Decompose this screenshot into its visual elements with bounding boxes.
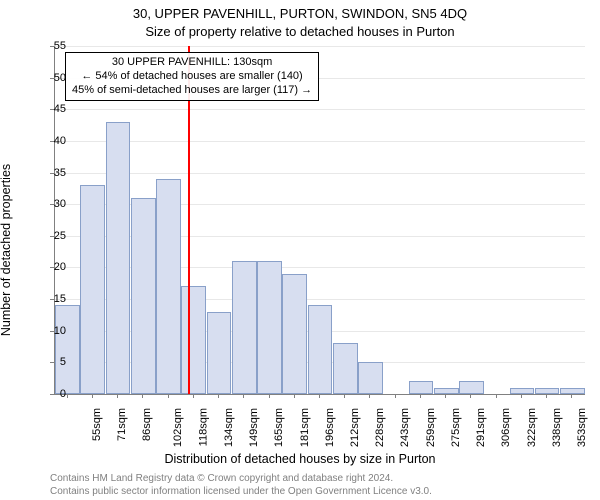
x-tick-mark (67, 394, 68, 398)
x-tick-mark (142, 394, 143, 398)
x-tick-label: 212sqm (349, 408, 361, 447)
x-tick-mark (369, 394, 370, 398)
histogram-bar (510, 388, 535, 394)
gridline (55, 109, 585, 110)
y-tick-mark (50, 394, 54, 395)
x-tick-mark (294, 394, 295, 398)
histogram-bar (207, 312, 232, 394)
x-tick-label: 322sqm (526, 408, 538, 447)
x-tick-label: 71sqm (116, 408, 128, 441)
x-tick-label: 228sqm (374, 408, 386, 447)
histogram-bar (156, 179, 181, 394)
histogram-bar (131, 198, 156, 394)
footer-attribution: Contains HM Land Registry data © Crown c… (50, 473, 432, 498)
chart-title-sub: Size of property relative to detached ho… (0, 24, 600, 39)
x-tick-label: 353sqm (576, 408, 588, 447)
footer-line-2: Contains public sector information licen… (50, 486, 432, 499)
annotation-line-2: ← 54% of detached houses are smaller (14… (72, 70, 312, 84)
annotation-line-1: 30 UPPER PAVENHILL: 130sqm (72, 56, 312, 70)
y-tick-mark (50, 78, 54, 79)
x-tick-mark (193, 394, 194, 398)
x-tick-mark (92, 394, 93, 398)
y-tick-mark (50, 204, 54, 205)
property-size-histogram: 30, UPPER PAVENHILL, PURTON, SWINDON, SN… (0, 0, 600, 500)
histogram-bar (55, 305, 80, 394)
x-tick-label: 102sqm (172, 408, 184, 447)
x-tick-label: 149sqm (248, 408, 260, 447)
x-tick-mark (445, 394, 446, 398)
x-tick-mark (420, 394, 421, 398)
x-tick-label: 134sqm (223, 408, 235, 447)
gridline (55, 46, 585, 47)
annotation-line-3: 45% of semi-detached houses are larger (… (72, 84, 312, 98)
y-tick-mark (50, 109, 54, 110)
y-tick-mark (50, 299, 54, 300)
histogram-bar (459, 381, 484, 394)
x-tick-mark (470, 394, 471, 398)
x-tick-label: 291sqm (475, 408, 487, 447)
x-tick-mark (496, 394, 497, 398)
histogram-bar (232, 261, 257, 394)
x-tick-label: 55sqm (91, 408, 103, 441)
x-tick-label: 181sqm (299, 408, 311, 447)
x-tick-label: 86sqm (141, 408, 153, 441)
gridline (55, 141, 585, 142)
histogram-bar (80, 185, 105, 394)
x-tick-mark (269, 394, 270, 398)
x-tick-label: 259sqm (425, 408, 437, 447)
x-tick-mark (117, 394, 118, 398)
y-axis-label: Number of detached properties (0, 164, 13, 336)
histogram-bar (308, 305, 333, 394)
y-tick-mark (50, 173, 54, 174)
histogram-bar (333, 343, 358, 394)
y-tick-mark (50, 331, 54, 332)
x-tick-label: 306sqm (501, 408, 513, 447)
y-tick-mark (50, 141, 54, 142)
x-tick-mark (218, 394, 219, 398)
y-tick-mark (50, 46, 54, 47)
y-tick-mark (50, 236, 54, 237)
x-tick-label: 165sqm (273, 408, 285, 447)
y-tick-mark (50, 362, 54, 363)
gridline (55, 173, 585, 174)
x-tick-mark (395, 394, 396, 398)
histogram-bar (409, 381, 434, 394)
x-tick-mark (546, 394, 547, 398)
x-axis-label: Distribution of detached houses by size … (0, 452, 600, 466)
x-tick-mark (344, 394, 345, 398)
footer-line-1: Contains HM Land Registry data © Crown c… (50, 473, 432, 486)
x-tick-label: 243sqm (400, 408, 412, 447)
x-tick-mark (168, 394, 169, 398)
annotation-box: 30 UPPER PAVENHILL: 130sqm ← 54% of deta… (65, 52, 319, 101)
histogram-bar (282, 274, 307, 394)
x-tick-mark (521, 394, 522, 398)
histogram-bar (358, 362, 383, 394)
histogram-bar (106, 122, 131, 394)
y-tick-mark (50, 267, 54, 268)
histogram-bar (257, 261, 282, 394)
plot-area: 30 UPPER PAVENHILL: 130sqm ← 54% of deta… (54, 46, 585, 395)
x-tick-label: 196sqm (324, 408, 336, 447)
x-tick-label: 275sqm (450, 408, 462, 447)
chart-title-main: 30, UPPER PAVENHILL, PURTON, SWINDON, SN… (0, 6, 600, 21)
x-tick-mark (571, 394, 572, 398)
x-tick-label: 118sqm (197, 408, 209, 446)
histogram-bar (181, 286, 206, 394)
x-tick-mark (243, 394, 244, 398)
x-tick-label: 338sqm (551, 408, 563, 447)
x-tick-mark (319, 394, 320, 398)
